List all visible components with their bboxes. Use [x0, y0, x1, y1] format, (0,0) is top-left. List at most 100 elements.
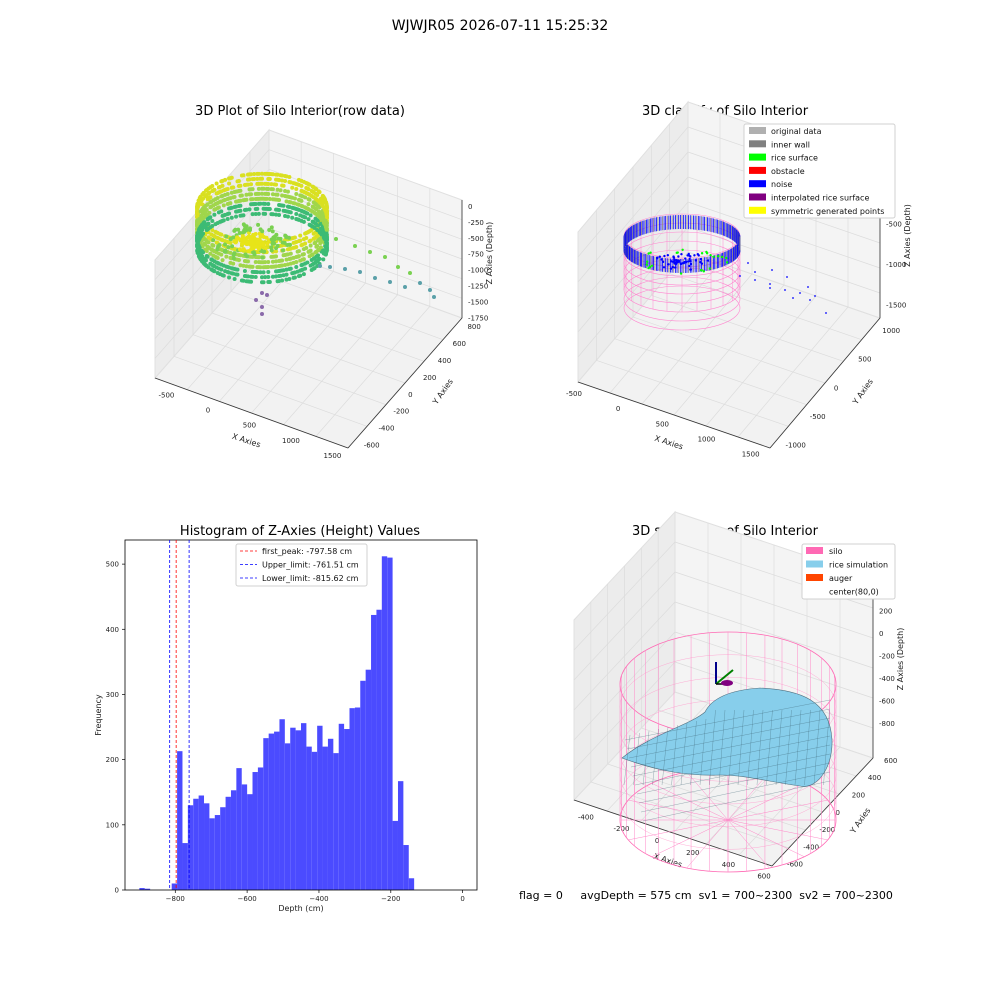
histogram-bar: [290, 728, 295, 890]
plot2-noise-point: [807, 286, 809, 288]
plot1-x-tick: 500: [243, 422, 256, 430]
plot1-data-point: [299, 199, 303, 203]
plot1-data-point: [283, 241, 287, 245]
plot1-data-point: [281, 248, 285, 252]
plot1-data-point: [243, 269, 247, 273]
plot2-noise-point: [814, 295, 816, 297]
plot1-data-point: [212, 213, 216, 217]
plot1-data-point: [207, 222, 211, 226]
plot1-data-point: [373, 276, 377, 280]
plot1-y-tick: 200: [423, 374, 436, 382]
plot1-data-point: [210, 243, 214, 247]
histogram-bar: [312, 752, 317, 890]
plot1-data-point: [250, 240, 254, 244]
plot1-data-point: [222, 203, 226, 207]
plot1-data-point: [310, 268, 314, 272]
histogram-bar: [339, 724, 344, 890]
sv2-text: sv2 = 700~2300: [799, 889, 893, 902]
plot4-y-tick: 400: [868, 774, 881, 782]
plot1-data-point: [233, 277, 237, 281]
plot2-data-point: [707, 259, 709, 261]
histogram-bar: [349, 708, 354, 890]
plot1-data-point: [255, 240, 259, 244]
plot1-data-point: [270, 225, 274, 229]
plot1-z-tick: -250: [468, 219, 484, 227]
plot2-data-point: [700, 258, 702, 260]
plot2-legend-swatch: [749, 127, 766, 134]
plot1-z-tick: -500: [468, 235, 484, 243]
plot2-legend: [744, 124, 895, 218]
plot4-y-tick: -600: [787, 861, 803, 869]
plot1-data-point: [325, 210, 329, 214]
plot1-x-label: X Axies: [231, 432, 262, 450]
plot1-data-point: [212, 188, 216, 192]
plot2-y-tick: -500: [810, 413, 826, 421]
plot2-legend-swatch: [749, 180, 766, 187]
plot1-data-point: [308, 198, 312, 202]
plot1-data-point: [325, 235, 329, 239]
plot4-legend-label: auger: [829, 574, 853, 583]
plot1-data-point: [290, 271, 294, 275]
histogram-bar: [382, 556, 387, 890]
plot2-noise-point: [799, 292, 801, 294]
histogram-y-tick: 200: [106, 756, 119, 764]
plot1-data-point: [287, 243, 291, 247]
histogram-bar: [209, 818, 214, 890]
histogram-bar: [182, 843, 187, 890]
histogram-bar: [398, 781, 403, 890]
plot1-data-point: [208, 252, 212, 256]
plot1-data-point: [263, 212, 267, 216]
plot1-data-point: [238, 204, 242, 208]
plot1-data-point: [254, 260, 258, 264]
plot1-data-point: [240, 241, 244, 245]
plot1-data-point: [251, 233, 255, 237]
plot2-x-tick: 500: [656, 420, 669, 428]
plot1-data-point: [408, 271, 412, 275]
plot1-data-point: [307, 250, 311, 254]
plot1-data-point: [432, 295, 436, 299]
plot1-data-point: [259, 234, 263, 238]
plot2-data-point: [670, 260, 672, 262]
plot1-data-point: [260, 280, 264, 284]
plot1-data-point: [208, 195, 212, 199]
plot1-data-point: [255, 265, 259, 269]
plot4-x-tick: -400: [578, 813, 594, 821]
plot1-data-point: [298, 234, 302, 238]
plot1-data-point: [244, 198, 248, 202]
plot2-data-point: [712, 256, 714, 258]
histogram-bar: [177, 751, 182, 890]
plot2-data-point: [709, 254, 711, 256]
plot2-z-tick: -500: [886, 221, 902, 229]
plot2-data-point: [689, 255, 691, 257]
plot2-legend-swatch: [749, 154, 766, 161]
plot1-data-point: [307, 217, 311, 221]
plot1-data-point: [226, 192, 230, 196]
histogram-bar: [242, 784, 247, 890]
plot2-data-point: [684, 257, 686, 259]
plot1-data-point: [325, 244, 329, 248]
status-footer: flag = 0 avgDepth = 575 cm sv1 = 700~230…: [519, 889, 893, 902]
plot1-data-point: [268, 207, 272, 211]
plot1-data-point: [302, 272, 306, 276]
plot2-data-point: [663, 255, 665, 257]
plot2-y-tick: 1000: [882, 327, 900, 335]
plot2-data-point: [672, 255, 674, 257]
plot1-data-point: [298, 259, 302, 263]
plot2-legend-swatch: [749, 207, 766, 214]
plot1-data-point: [261, 241, 265, 245]
histogram-x-tick: 0: [460, 895, 464, 903]
plot1-data-point: [274, 183, 278, 187]
plot1-data-point: [271, 229, 275, 233]
plot1-data-point: [290, 216, 294, 220]
plot2-noise-point: [825, 312, 827, 314]
plot4-legend-swatch: [806, 547, 823, 554]
plot1-data-point: [293, 197, 297, 201]
histogram-bar: [274, 732, 279, 890]
plot2-x-tick: -500: [566, 390, 582, 398]
plot1-data-point: [251, 187, 255, 191]
plot1-data-point: [232, 256, 236, 260]
plot4-z-tick: -400: [879, 675, 895, 683]
plot2-data-point: [677, 251, 679, 253]
plot1-x-tick: -500: [158, 392, 174, 400]
histogram-bar: [269, 734, 274, 890]
